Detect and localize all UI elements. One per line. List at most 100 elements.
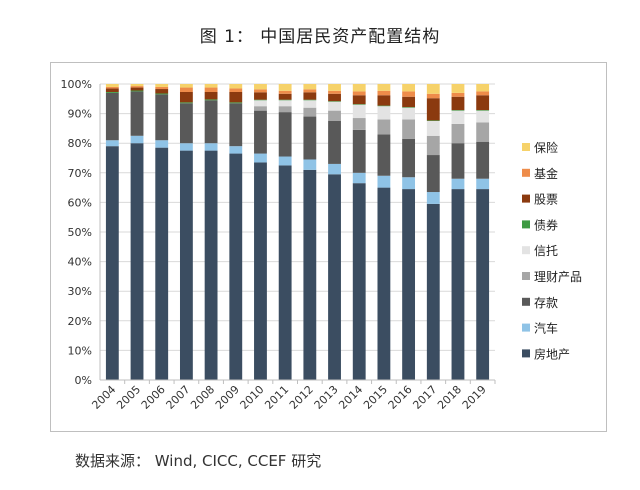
bar-segment [254,153,267,163]
bar-segment [155,147,169,380]
bar-segment [377,106,391,120]
bar-segment [155,94,169,141]
bar-segment [402,84,416,92]
bar-segment [352,129,366,173]
legend-label: 理财产品 [534,270,582,284]
bar-segment [352,104,366,119]
x-tick-label: 2004 [89,383,118,412]
legend-label: 保险 [534,140,558,155]
bar-segment [303,107,317,117]
bar-segment [328,90,341,94]
bar-segment [476,91,490,96]
bar-segment [303,100,317,108]
y-axis: 0% 10% 20% 30% 40% 50% 60% 70% 80% 90% 100% [61,78,101,387]
bar-segment [155,89,169,94]
legend-swatch [522,246,530,255]
bar-segment [402,177,416,190]
bar-segment [426,120,440,121]
bar-segment [476,178,490,190]
bar-segment [204,99,218,101]
legend-swatch [522,272,530,280]
bar-segment [254,89,267,93]
bar-segment [130,84,144,87]
bar-segment [352,84,366,92]
bar-segment [377,90,391,96]
bar-segment [352,118,366,130]
data-source-note: 数据来源： Wind, CICC, CCEF 研究 [75,452,322,470]
bar-segment [451,96,465,111]
bar-segment [352,172,366,184]
bar-segment [179,143,193,151]
legend-label: 汽车 [534,321,558,336]
bar-segment [278,84,292,91]
bar-segment [476,122,490,142]
bar-segment [402,107,416,120]
bar-segment [229,88,243,92]
bar-segment [451,189,465,380]
bar-segment [377,84,391,91]
bar-segment [451,92,465,97]
bar-segment [451,110,465,124]
x-tick-label: 2016 [386,383,415,412]
bar-segment [278,99,292,101]
y-tick-label: 20% [68,315,92,328]
bar-segment [402,96,416,108]
bar-segment [426,203,440,380]
bar-segment [426,93,440,99]
x-tick-label: 2014 [336,383,365,412]
x-tick-label: 2006 [139,383,168,412]
bar-segment [328,121,341,164]
bar-segment [303,159,317,170]
bar-segment [105,88,119,92]
bar-segment [476,110,490,111]
bar-segment [402,189,416,380]
bar-segment [130,90,144,92]
bar-segment [204,84,218,88]
bar-segment [254,99,267,101]
x-tick-label: 2015 [361,383,390,412]
x-tick-label: 2008 [188,383,217,412]
bar-segment [229,146,243,154]
bar-segment [278,100,292,107]
y-tick-label: 80% [68,137,92,150]
bar-segment [377,175,391,188]
legend-label: 债券 [534,217,558,232]
y-tick-label: 40% [68,256,92,269]
bar-segment [254,106,267,111]
bar-segment [451,123,465,144]
bar-segment [254,100,267,107]
bar-segment [426,121,440,136]
bar-segment [179,150,193,380]
bar-segment [303,89,317,93]
bar-segment [377,119,391,135]
chart-frame [50,62,607,432]
bar-segment [155,140,169,148]
bar-segment [254,84,267,90]
x-tick-label: 2007 [164,383,193,412]
bar-segment [229,91,243,103]
bar-segment [278,156,292,166]
bar-segment [328,110,341,121]
legend-swatch [522,168,530,177]
bars [105,84,490,380]
bar-segment [278,165,292,380]
bar-segment [303,169,317,380]
x-tick-label: 2005 [114,383,143,412]
bar-segment [426,98,440,121]
bar-segment [377,95,391,106]
bar-segment [328,174,341,380]
bar-segment [451,110,465,111]
legend-swatch [522,349,530,358]
x-axis: 2004200520062007200820092010201120122013… [89,379,496,412]
y-tick-label: 50% [68,226,92,239]
bar-segment [303,92,317,100]
bar-segment [426,192,440,204]
bar-segment [155,84,169,87]
bar-segment [426,84,440,94]
bar-segment [402,119,416,139]
x-tick-label: 2011 [262,383,291,412]
legend-swatch [522,220,530,229]
bar-segment [155,86,169,90]
